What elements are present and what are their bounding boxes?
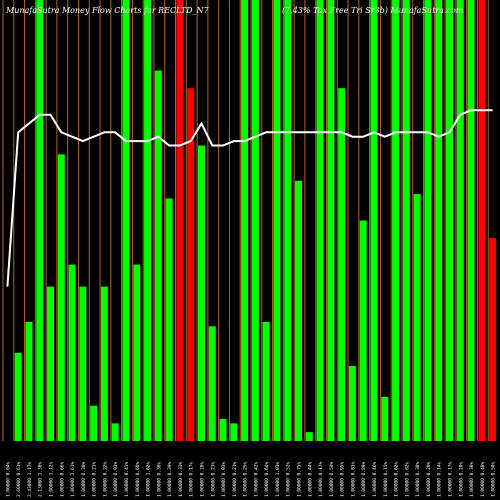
inflow-bar [305,432,313,441]
category-label: 1.00000 0.81% [350,461,356,497]
inflow-bar [122,0,130,441]
category-label: 1.00000 0.14% [437,461,443,497]
category-label: 1.00000 0.41% [124,461,130,497]
inflow-bar [467,0,475,441]
category-label: 1.00000 0.33% [178,461,184,497]
category-label: 1.00000 0.15% [383,461,389,497]
category-label: 2.43000 1.17% [27,461,33,497]
category-label: 1.00000 0.17% [318,461,324,497]
inflow-bar [316,0,324,441]
gridlines [2,0,489,441]
category-label: 1.00000 0.50% [491,461,497,497]
category-label: 1.00000 0.46% [372,461,378,497]
chart-subtitle: (7.43% Tax Free Tri Sr3b) MunafaSutra.co… [282,6,464,15]
inflow-bar [90,405,98,441]
inflow-bar [251,0,259,441]
category-label: 1.00000 0.62% [394,461,400,497]
category-label: 1.00000 0.17% [447,461,453,497]
category-label: 1.00000 0.38% [81,461,87,497]
category-label: 1.00000 0.75% [297,461,303,497]
inflow-bar [197,145,205,441]
inflow-bar [327,0,335,441]
category-label: 1.00000 0.22% [102,461,108,497]
inflow-bar [219,418,227,441]
category-label: 1.00000 0.89% [361,461,367,497]
category-label: 1.00000 0.93% [113,461,119,497]
inflow-bar [68,264,76,441]
category-label: 1.00000 0.38% [156,461,162,497]
category-label: 1.00000 0.20% [458,461,464,497]
category-label: 1.00000 0.52% [286,461,292,497]
inflow-bar [144,0,152,441]
category-label: 1.00000 0.17% [189,461,195,497]
inflow-bar [230,423,238,441]
inflow-bar [413,194,421,441]
inflow-bar [348,366,356,441]
category-label: 1.00000 0.95% [340,461,346,497]
category-label: 1.00000 0.04% [5,461,11,497]
price-line [6,109,493,287]
inflow-bar [392,0,400,441]
category-label: 1.00000 0.23% [210,461,216,497]
inflow-bar [154,70,162,441]
inflow-bar [165,198,173,441]
category-label: 1.00000 0.30% [469,461,475,497]
category-label: 1.00000 1.61% [70,461,76,497]
inflow-bar [57,154,65,441]
category-label: 1.00000 0.29% [426,461,432,497]
outflow-bar [187,88,195,441]
category-label: 1.00000 0.42% [253,461,259,497]
inflow-bar [424,0,432,441]
category-label: 1.00000 0.68% [135,461,141,497]
category-label: 1.00000 0.25% [243,461,249,497]
inflow-bar [262,321,270,441]
category-label: 2.13000 1.30% [38,461,44,497]
outflow-bar [489,238,497,441]
inflow-bar [359,220,367,441]
category-label: 1.00000 1.12% [49,461,55,497]
inflow-bar [25,321,33,441]
bars-layer [14,0,497,441]
category-label: 1.00000 0.82% [404,461,410,497]
category-labels: 1.00000 0.04% 2.60000 0.61% 2.43000 1.17% 2… [5,461,496,497]
inflow-bar [402,0,410,441]
inflow-bar [273,0,281,441]
category-label: 1.00000 0.21% [92,461,98,497]
category-label: 1.00000 0.54% [329,461,335,497]
category-label: 1.00000 0.48% [480,461,486,497]
category-label: 1.00000 0.64% [264,461,270,497]
inflow-bar [338,88,346,441]
inflow-bar [295,180,303,441]
category-label: 1.00000 0.93% [221,461,227,497]
inflow-bar [208,326,216,441]
chart-title: MunafaSutra Money Flow Charts for RECLTD… [6,6,209,15]
inflow-bar [445,0,453,441]
inflow-bar [133,264,141,441]
inflow-bar [100,286,108,441]
category-label: 1.00000 1.03% [275,461,281,497]
inflow-bar [79,286,87,441]
inflow-bar [111,423,119,441]
inflow-bar [14,352,22,441]
inflow-bar [284,0,292,441]
outflow-bar [176,0,184,441]
category-label: 1.00000 0.39% [167,461,173,497]
category-label: 1.00000 0.44% [307,461,313,497]
inflow-bar [241,0,249,441]
category-label: 1.00000 0.28% [199,461,205,497]
inflow-bar [435,0,443,441]
inflow-bar [456,0,464,441]
inflow-bar [47,286,55,441]
category-label: 1.00000 0.66% [59,461,65,497]
outflow-bar [478,0,486,441]
category-label: 1.00000 1.62% [146,461,152,497]
category-label: 1.00000 0.38% [415,461,421,497]
category-label: 1.00000 0.21% [232,461,238,497]
inflow-bar [370,0,378,441]
inflow-bar [381,396,389,441]
category-label: 2.60000 0.61% [16,461,22,497]
inflow-bar [36,0,44,441]
